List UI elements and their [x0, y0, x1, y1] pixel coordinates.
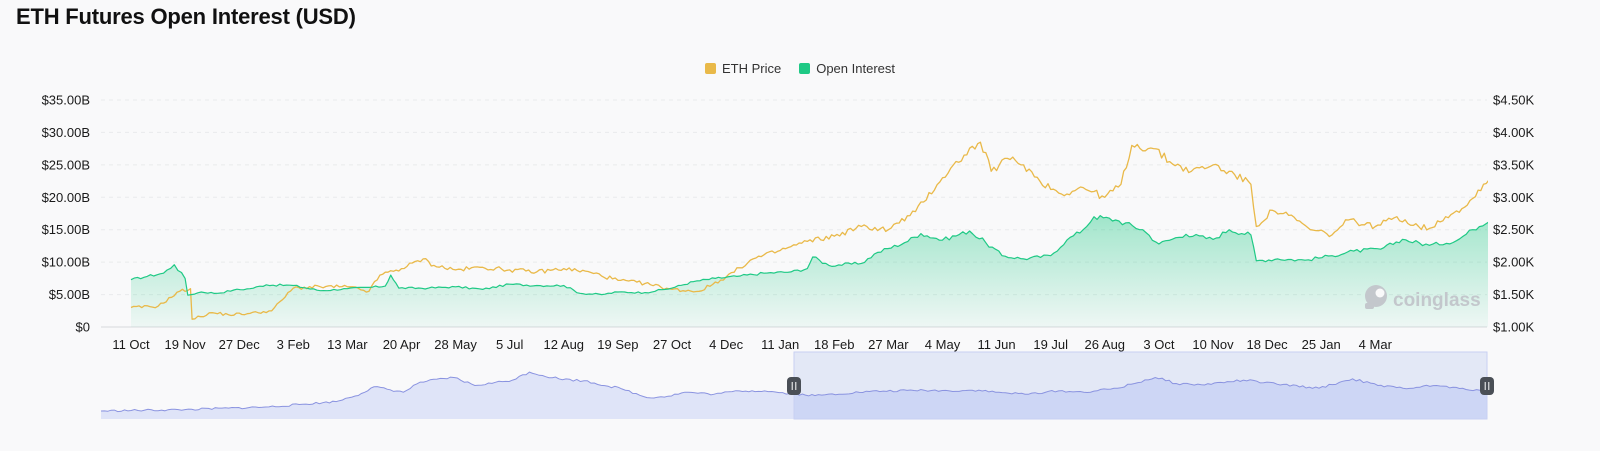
- coinglass-logo-icon: [1365, 285, 1387, 309]
- page-title: ETH Futures Open Interest (USD): [16, 4, 356, 29]
- x-tick-label: 18 Feb: [814, 337, 854, 352]
- x-tick-label: 19 Jul: [1033, 337, 1068, 352]
- y-axis-right: $1.00K $1.50K $2.00K $2.50K $3.00K $3.50K $4.0…: [1493, 93, 1535, 335]
- x-tick-label: 13 Mar: [327, 337, 368, 352]
- x-tick-label: 11 Oct: [112, 337, 150, 352]
- coinglass-watermark: coinglass: [1365, 285, 1481, 311]
- x-tick-label: 12 Aug: [544, 337, 585, 352]
- y-right-tick-label: $4.00K: [1493, 125, 1535, 140]
- legend-item-open-interest[interactable]: Open Interest: [799, 61, 895, 76]
- legend-label-open-interest: Open Interest: [816, 61, 895, 76]
- open-interest-line: [130, 215, 1488, 296]
- x-axis: 11 Oct 19 Nov 27 Dec 3 Feb 13 Mar 20 Apr 28 Ma…: [112, 337, 1392, 352]
- navigator-handle-left[interactable]: [787, 377, 801, 395]
- x-tick-label: 18 Dec: [1246, 337, 1288, 352]
- x-tick-label: 20 Apr: [383, 337, 421, 352]
- y-left-tick-label: $20.00B: [42, 190, 90, 205]
- y-left-tick-label: $25.00B: [42, 157, 90, 172]
- eth-price-line: [130, 141, 1488, 320]
- y-left-tick-label: $15.00B: [42, 222, 90, 237]
- x-tick-label: 5 Jul: [496, 337, 524, 352]
- x-tick-label: 4 Dec: [709, 337, 743, 352]
- x-tick-label: 19 Nov: [164, 337, 206, 352]
- legend-item-eth-price[interactable]: ETH Price: [704, 61, 782, 76]
- range-navigator[interactable]: [100, 351, 1494, 420]
- y-right-tick-label: $1.00K: [1493, 320, 1535, 335]
- legend-swatch-eth-price: [704, 63, 716, 74]
- x-tick-label: 25 Jan: [1302, 337, 1341, 352]
- y-left-tick-label: $35.00B: [42, 93, 90, 108]
- y-left-tick-label: $10.00B: [42, 255, 90, 270]
- y-left-tick-label: $0: [76, 320, 90, 335]
- legend-swatch-open-interest: [799, 63, 811, 74]
- x-tick-label: 27 Oct: [653, 337, 692, 352]
- y-left-tick-label: $5.00B: [49, 287, 90, 302]
- x-tick-label: 27 Dec: [219, 337, 261, 352]
- x-tick-label: 19 Sep: [597, 337, 638, 352]
- y-right-tick-label: $2.00K: [1493, 255, 1535, 270]
- watermark-text: coinglass: [1393, 290, 1481, 311]
- x-tick-label: 3 Oct: [1143, 337, 1174, 352]
- navigator-selection[interactable]: [793, 351, 1488, 420]
- x-tick-label: 11 Jan: [761, 337, 799, 352]
- y-right-tick-label: $3.50K: [1493, 157, 1535, 172]
- x-tick-label: 10 Nov: [1192, 337, 1234, 352]
- x-tick-label: 11 Jun: [978, 337, 1016, 352]
- x-tick-label: 4 Mar: [1359, 337, 1393, 352]
- y-left-tick-label: $30.00B: [42, 125, 90, 140]
- x-tick-label: 28 May: [434, 337, 477, 352]
- x-tick-label: 4 May: [925, 337, 961, 352]
- chart-legend: ETH Price Open Interest: [0, 61, 1600, 76]
- legend-label-eth-price: ETH Price: [721, 61, 782, 76]
- y-axis-left: $0 $5.00B $10.00B $15.00B $20.00B $25.00B $30.…: [42, 93, 90, 335]
- y-right-tick-label: $3.00K: [1493, 190, 1535, 205]
- navigator-handle-right[interactable]: [1480, 377, 1494, 395]
- y-right-tick-label: $4.50K: [1493, 93, 1535, 108]
- open-interest-area: [131, 215, 1488, 327]
- x-tick-label: 3 Feb: [277, 337, 310, 352]
- x-tick-label: 27 Mar: [868, 337, 909, 352]
- y-right-tick-label: $2.50K: [1493, 222, 1535, 237]
- x-tick-label: 26 Aug: [1085, 337, 1126, 352]
- y-right-tick-label: $1.50K: [1493, 287, 1535, 302]
